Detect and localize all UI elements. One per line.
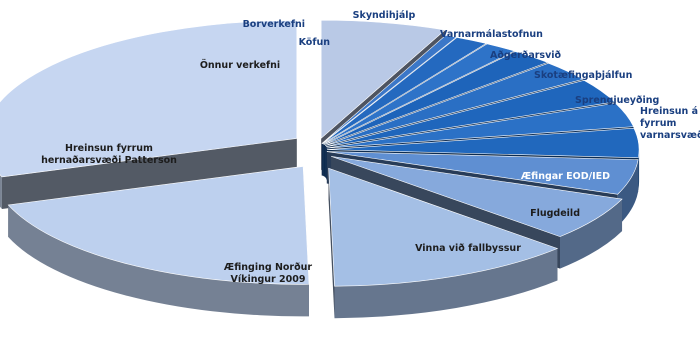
slice-label: Varnarmálastofnun: [440, 29, 543, 40]
pie-slice-top: [325, 80, 616, 147]
pie-slice-rim: [638, 149, 640, 190]
pie-slice: [7, 166, 310, 317]
pie-slice: [328, 167, 559, 319]
slice-label: Æfingar EOD/IED: [521, 171, 610, 182]
pie-slice-top: [327, 127, 640, 159]
pie-slice-top: [323, 43, 516, 145]
pie-slice-rim: [559, 199, 623, 269]
pie-slice-rim: [8, 204, 309, 317]
pie-slice-top: [323, 51, 549, 146]
slice-label: Önnur verkefni: [200, 60, 280, 71]
pie-slice-rim: [0, 174, 2, 209]
pie-slice-top: [320, 19, 446, 139]
slice-label: Sprengjueyðing: [575, 95, 659, 106]
slice-label: Æfinging Norður Víkingur 2009: [224, 262, 312, 285]
slice-label: Skyndihjálp: [353, 10, 416, 21]
pie-slice-top: [0, 20, 298, 178]
pie-slice-top: [7, 166, 310, 285]
slice-label: Hreinsun fyrrum hernaðarsvæði Patterson: [41, 143, 177, 166]
slice-label: Hreinsun áfyrrumvarnarsvæði: [640, 106, 700, 141]
pie-slice-rim: [334, 248, 558, 319]
pie-slice-top: [326, 102, 635, 149]
pie-slice-wall: [328, 168, 335, 319]
pie-slice-rim: [617, 159, 639, 227]
pie-slice-wall: [1, 138, 297, 209]
pie-slice-top: [321, 35, 458, 144]
pie-slice-top: [324, 62, 584, 146]
pie-slice: [0, 20, 298, 209]
pie-slices: [0, 19, 640, 319]
slice-label: Vinna við fallbyssur: [415, 243, 521, 254]
pie-slice-top: [328, 167, 559, 287]
slice-label: Köfun: [299, 37, 331, 48]
pie-slice-top: [322, 37, 487, 145]
pie-labels: Önnur verkefni Borverkefni Köfun Skyndihjál…: [41, 10, 700, 285]
slice-label: Aðgerðarsvið: [490, 50, 562, 61]
slice-label: Flugdeild: [530, 208, 580, 219]
pie-slice-top: [331, 156, 623, 237]
pie-slice-top: [326, 151, 639, 195]
slice-label: Borverkefni: [243, 19, 305, 30]
slice-label: Skotæfingaþjálfun: [534, 70, 633, 81]
